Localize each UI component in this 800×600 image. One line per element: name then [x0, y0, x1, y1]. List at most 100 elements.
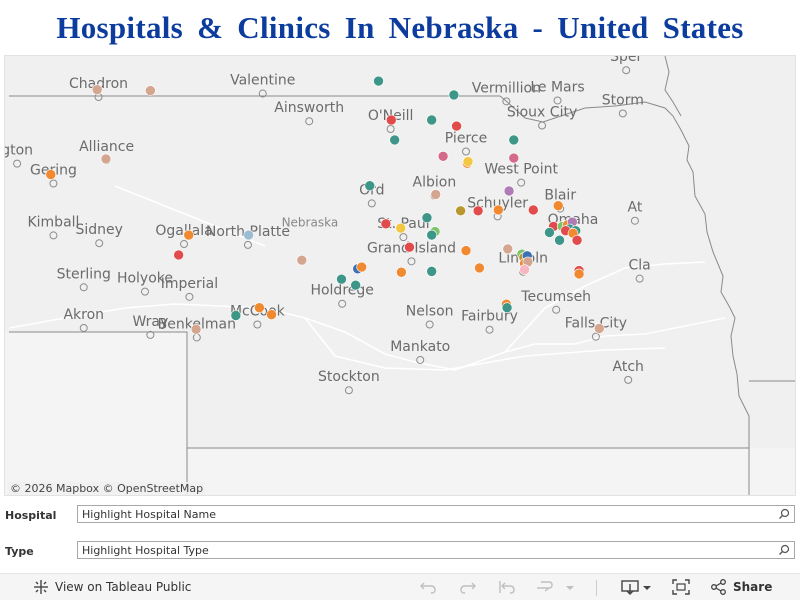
hospital-marker[interactable] [430, 189, 442, 200]
undo-icon[interactable] [418, 578, 438, 596]
hospital-marker[interactable] [254, 302, 265, 314]
place-label: Sterling [57, 266, 111, 282]
place-label: Wray [132, 314, 168, 330]
hospital-marker[interactable] [45, 169, 57, 180]
redo-icon[interactable] [458, 578, 478, 596]
download-icon[interactable] [621, 578, 653, 596]
map-canvas[interactable]: ChadronValentineAinsworthO'NeillVermilli… [5, 56, 796, 496]
hospital-marker[interactable] [243, 229, 254, 241]
town-marker-icon [517, 178, 526, 187]
place-le-mars: Le Mars [530, 79, 585, 105]
refresh-icon[interactable] [535, 578, 575, 596]
hospital-marker[interactable] [145, 85, 156, 96]
town-marker-icon [462, 147, 471, 156]
hospital-marker[interactable] [544, 227, 555, 238]
place-nelson: Nelson [406, 304, 454, 329]
hospital-marker[interactable] [336, 273, 347, 285]
place-fairbury: Fairbury [461, 309, 518, 334]
hospital-marker[interactable] [502, 243, 514, 255]
town-marker-icon [140, 287, 149, 296]
type-filter[interactable] [77, 541, 795, 559]
hospital-marker[interactable] [183, 229, 195, 241]
hospital-marker[interactable] [396, 266, 407, 278]
place-akron: Akron [63, 307, 104, 332]
kansas-region [187, 448, 795, 495]
hospital-marker[interactable] [426, 229, 437, 241]
hospital-marker[interactable] [230, 310, 242, 321]
hospital-marker[interactable] [474, 262, 485, 274]
hospital-marker[interactable] [508, 134, 520, 146]
place-label: Ainsworth [274, 100, 344, 116]
place-vermillion: Vermillion [472, 80, 541, 106]
hospital-filter[interactable] [77, 505, 795, 523]
state-label: Nebraska [282, 215, 339, 229]
place-sidney: Sidney [76, 222, 123, 248]
hospital-marker[interactable] [373, 75, 384, 87]
place-wray: Wray [132, 314, 168, 339]
hospital-marker[interactable] [386, 114, 397, 126]
hospital-marker[interactable] [266, 309, 277, 320]
hospital-marker[interactable] [190, 324, 202, 335]
hospital-marker[interactable] [508, 152, 520, 164]
hospital-marker[interactable] [426, 114, 437, 126]
view-on-tableau-label: View on Tableau Public [55, 580, 192, 594]
hospital-search-input[interactable] [78, 506, 762, 522]
revert-icon[interactable] [497, 578, 517, 596]
type-filter-label: Type [5, 545, 34, 558]
hospital-marker[interactable] [460, 245, 472, 256]
place-imperial: Imperial [161, 276, 218, 301]
hospital-marker[interactable] [437, 151, 449, 162]
town-marker-icon [635, 274, 644, 283]
hospital-marker[interactable] [451, 120, 462, 132]
map-view[interactable]: ChadronValentineAinsworthO'NeillVermilli… [4, 55, 796, 496]
hospital-markers[interactable] [45, 75, 605, 335]
hospital-marker[interactable] [421, 212, 433, 224]
hospital-marker[interactable] [552, 200, 564, 211]
hospital-marker[interactable] [91, 84, 103, 96]
place-label: Chadron [69, 76, 128, 92]
hospital-marker[interactable] [519, 264, 530, 275]
view-on-tableau-button[interactable]: View on Tableau Public [32, 578, 191, 596]
hospital-marker[interactable] [350, 279, 361, 291]
hospital-marker[interactable] [493, 204, 504, 216]
search-icon[interactable] [778, 508, 790, 520]
hospital-marker[interactable] [528, 204, 539, 216]
hospital-marker[interactable] [571, 234, 583, 246]
hospital-marker[interactable] [448, 89, 460, 101]
place-label: Tecumseh [520, 289, 591, 305]
hospital-marker[interactable] [503, 185, 515, 197]
town-marker-icon [485, 325, 494, 334]
place-sterling: Sterling [57, 266, 111, 292]
type-search-input[interactable] [78, 542, 762, 558]
place-ainsworth: Ainsworth [274, 100, 344, 126]
hospital-marker[interactable] [404, 241, 415, 253]
place-pierce: Pierce [445, 131, 487, 156]
hospital-marker[interactable] [501, 302, 513, 314]
hospital-marker[interactable] [462, 156, 474, 167]
hospital-marker[interactable] [389, 134, 400, 146]
hospital-marker[interactable] [573, 268, 585, 280]
place-label: Nelson [406, 304, 454, 320]
hospital-marker[interactable] [455, 205, 466, 217]
place-label: Holdrege [310, 283, 373, 299]
hospital-marker[interactable] [593, 323, 605, 334]
place-label: Sidney [76, 222, 123, 238]
town-marker-icon [538, 121, 547, 130]
place-holyoke: Holyoke [117, 271, 173, 296]
hospital-marker[interactable] [100, 153, 112, 165]
hospital-marker[interactable] [296, 254, 308, 266]
map-attribution[interactable]: © 2026 Mapbox © OpenStreetMap [8, 482, 206, 495]
place-west-point: West Point [484, 162, 559, 187]
hospital-marker[interactable] [426, 266, 437, 277]
search-icon[interactable] [778, 544, 790, 556]
hospital-marker[interactable] [356, 261, 367, 273]
hospital-marker[interactable] [380, 218, 392, 230]
share-button[interactable]: Share [710, 578, 772, 596]
hospital-marker[interactable] [395, 222, 407, 234]
fullscreen-icon[interactable] [671, 578, 691, 596]
hospital-marker[interactable] [554, 234, 565, 246]
hospital-marker[interactable] [173, 249, 184, 261]
hospital-marker[interactable] [364, 180, 376, 192]
hospital-marker[interactable] [472, 205, 484, 217]
place-atch: Atch [613, 359, 644, 384]
